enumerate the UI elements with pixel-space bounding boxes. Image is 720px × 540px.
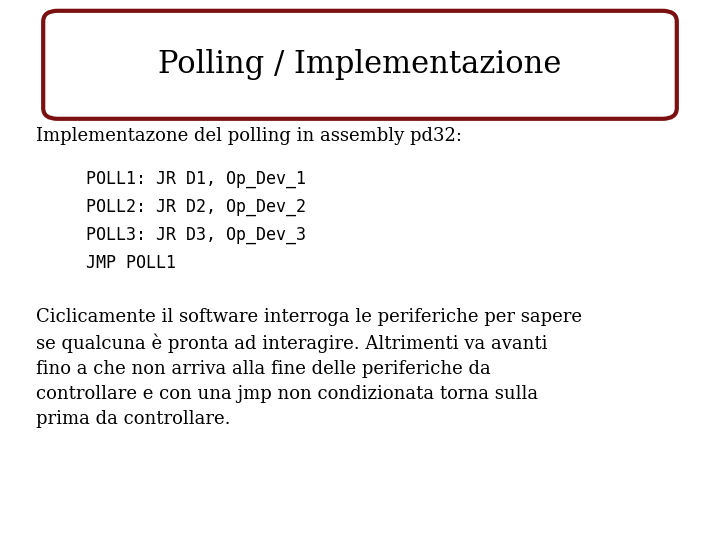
Text: JMP POLL1: JMP POLL1 [86, 254, 176, 272]
Text: Polling / Implementazione: Polling / Implementazione [158, 49, 562, 80]
Text: POLL3: JR D3, Op_Dev_3: POLL3: JR D3, Op_Dev_3 [86, 226, 307, 244]
Text: Implementazone del polling in assembly pd32:: Implementazone del polling in assembly p… [36, 127, 462, 145]
Text: POLL1: JR D1, Op_Dev_1: POLL1: JR D1, Op_Dev_1 [86, 170, 307, 188]
FancyBboxPatch shape [43, 11, 677, 119]
Text: Ciclicamente il software interroga le periferiche per sapere
se qualcuna è pront: Ciclicamente il software interroga le pe… [36, 308, 582, 428]
Text: POLL2: JR D2, Op_Dev_2: POLL2: JR D2, Op_Dev_2 [86, 198, 307, 216]
